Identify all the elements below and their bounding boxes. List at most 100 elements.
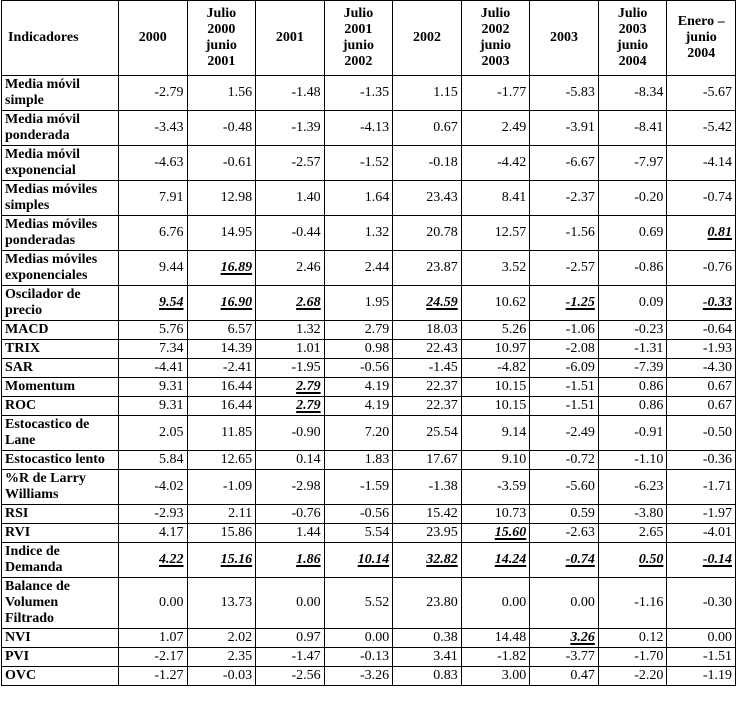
value: -3.26 [360, 668, 390, 683]
value: 1.64 [364, 190, 390, 205]
value: 0.09 [638, 295, 664, 310]
value: -1.45 [428, 360, 458, 375]
value: 0.59 [570, 506, 595, 521]
value: 9.31 [159, 398, 184, 413]
table-row: Balance de Volumen Filtrado 0.00 13.73 0.00… [1, 577, 736, 629]
table-cell: -0.14 [666, 542, 736, 578]
table-cell: 6.76 [118, 215, 188, 251]
value: -4.02 [154, 479, 184, 494]
value: 9.31 [159, 379, 184, 394]
table-cell: -7.39 [597, 358, 668, 378]
row-label: Medias móviles exponenciales [1, 250, 119, 286]
table-cell: 0.59 [529, 504, 599, 524]
table-cell: 22.43 [392, 339, 462, 359]
table-cell: 10.14 [323, 542, 394, 578]
table-cell: 16.44 [186, 377, 257, 397]
row-label: RVI [1, 523, 119, 543]
table-cell: -0.76 [255, 504, 325, 524]
value: -1.93 [702, 341, 732, 356]
table-cell: 12.65 [186, 450, 257, 470]
value: 10.73 [494, 506, 527, 521]
value: 9.14 [501, 425, 527, 440]
table-cell: -4.30 [666, 358, 736, 378]
value: -1.82 [497, 649, 527, 664]
table-cell: -1.82 [460, 647, 531, 667]
value: 2.44 [364, 260, 390, 275]
table-cell: -1.31 [597, 339, 668, 359]
table-cell: -1.16 [597, 577, 668, 629]
table-cell: -6.09 [529, 358, 599, 378]
value: 9.44 [159, 260, 184, 275]
table-cell: 1.01 [255, 339, 325, 359]
value: -6.09 [565, 360, 595, 375]
value: -0.90 [291, 425, 321, 440]
highlighted-value: 0.50 [638, 552, 664, 567]
table-cell: 7.20 [323, 415, 394, 451]
table-cell: -0.30 [666, 577, 736, 629]
value: -1.31 [634, 341, 664, 356]
value: -8.41 [634, 120, 664, 135]
indicators-table: Indicadores 2000 Julio 2000 junio 2001 2001… [1, 0, 736, 686]
highlighted-value: -1.25 [565, 295, 595, 310]
value: 2.46 [296, 260, 321, 275]
table-cell: -1.93 [666, 339, 736, 359]
table-cell: 20.78 [392, 215, 462, 251]
value: -1.59 [360, 479, 390, 494]
table-cell: 14.39 [186, 339, 257, 359]
highlighted-value: 2.68 [296, 295, 321, 310]
value: 5.54 [364, 525, 390, 540]
table-cell: -2.98 [255, 469, 325, 505]
table-row: Estocastico lento 5.84 12.65 0.14 1.83 17.67 9… [1, 450, 736, 470]
value: 7.34 [159, 341, 184, 356]
table-cell: -0.72 [529, 450, 599, 470]
value: 4.19 [364, 379, 390, 394]
value: 2.79 [364, 322, 390, 337]
table-cell: 2.65 [597, 523, 668, 543]
column-header: 2000 [118, 0, 188, 76]
table-cell: 32.82 [392, 542, 462, 578]
highlighted-value: 3.26 [570, 630, 595, 645]
value: 12.65 [220, 452, 253, 467]
table-cell: -0.36 [666, 450, 736, 470]
table-row: PVI -2.17 2.35 -1.47 -0.13 3.41 -1.82 -3.77 -1.7… [1, 647, 736, 667]
table-cell: 8.41 [460, 180, 531, 216]
table-cell: -0.56 [323, 504, 394, 524]
table-cell: 5.54 [323, 523, 394, 543]
table-cell: 9.44 [118, 250, 188, 286]
table-cell: 4.19 [323, 377, 394, 397]
table-cell: 0.86 [597, 377, 668, 397]
value: -1.38 [428, 479, 458, 494]
table-cell: -3.26 [323, 666, 394, 686]
table-cell: 2.79 [255, 377, 325, 397]
value: 2.49 [501, 120, 527, 135]
table-row: OVC -1.27 -0.03 -2.56 -3.26 0.83 3.00 0.47 -2.20… [1, 666, 736, 686]
table-cell: 1.56 [186, 75, 257, 111]
row-label: Indice de Demanda [1, 542, 119, 578]
value: -1.10 [634, 452, 664, 467]
value: 4.17 [159, 525, 184, 540]
table-cell: -0.44 [255, 215, 325, 251]
highlighted-value: -0.74 [565, 552, 595, 567]
value: -0.44 [291, 225, 321, 240]
table-cell: 15.86 [186, 523, 257, 543]
highlighted-value: 1.86 [296, 552, 321, 567]
value: 23.87 [426, 260, 458, 275]
table-cell: -1.56 [529, 215, 599, 251]
table-cell: 12.98 [186, 180, 257, 216]
table-cell: 0.00 [118, 577, 188, 629]
value: -7.97 [634, 155, 664, 170]
table-row: RVI 4.17 15.86 1.44 5.54 23.95 15.60 -2.63 2.65 -… [1, 523, 736, 543]
table-cell: 2.79 [255, 396, 325, 416]
value: 2.02 [227, 630, 253, 645]
highlighted-value: 24.59 [426, 295, 458, 310]
table-cell: -3.43 [118, 110, 188, 146]
value: 2.35 [227, 649, 253, 664]
value: 0.83 [433, 668, 458, 683]
row-label: SAR [1, 358, 119, 378]
highlighted-value: 16.89 [220, 260, 253, 275]
value: 0.14 [296, 452, 321, 467]
table-cell: -1.47 [255, 647, 325, 667]
table-cell: 12.57 [460, 215, 531, 251]
table-cell: -3.91 [529, 110, 599, 146]
table-cell: 0.47 [529, 666, 599, 686]
